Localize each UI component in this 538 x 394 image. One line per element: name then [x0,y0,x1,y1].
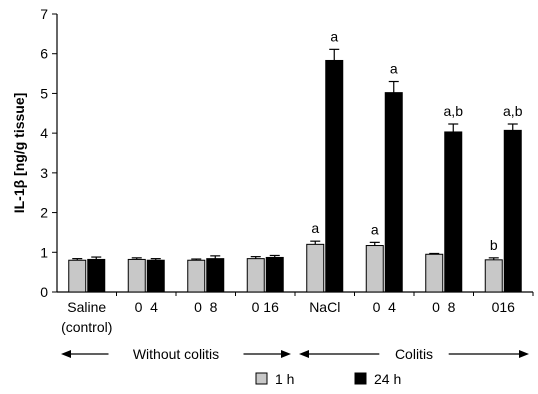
x-tick-label: Saline [67,299,106,315]
legend-swatch [255,372,268,385]
bar [68,259,87,293]
bar [503,129,522,293]
x-tick-label: 0 16 [252,299,279,315]
significance-label: a [311,220,319,236]
significance-label: a,b [444,103,464,119]
x-tick-label: 0 4 [135,299,159,315]
legend-label: 24 h [374,371,401,387]
group-label: Without colitis [133,346,219,362]
y-axis-label-group: IL-1β [ng/g tissue] [11,93,27,214]
legend-label: 1 h [275,371,294,387]
significance-label: a,b [503,103,523,119]
y-axis-label: IL-1β [ng/g tissue] [11,93,27,214]
x-tick-labels: Saline (control) 0 4 0 8 0 16 NaCl 0 4 0 8 016 [61,299,515,335]
left-arrowhead [299,350,309,358]
significance-label: a [390,61,398,77]
bar [306,243,325,293]
x-tick-label: 0 8 [194,299,218,315]
bar [425,253,444,293]
right-arrowhead [519,350,529,358]
bar [325,59,344,293]
y-tick-label: 2 [40,205,48,221]
x-tick-label: (control) [61,319,112,335]
bar [365,245,384,293]
group-brackets: Without colitis Colitis [61,346,529,362]
x-tick-label: NaCl [309,299,340,315]
y-tick-label: 3 [40,165,48,181]
y-tick-label: 5 [40,85,48,101]
y-tick-label: 1 [40,244,48,260]
x-tick-label: 0 4 [373,299,397,315]
bar [146,259,165,293]
x-tick-label: 016 [492,299,516,315]
significance-label: a [371,221,379,237]
bar [246,258,265,293]
y-tick-label: 7 [40,6,48,22]
group-label: Colitis [395,346,433,362]
bar [87,258,106,293]
bar [127,258,146,293]
legend: 1 h 24 h [255,371,401,387]
right-arrowhead [281,350,291,358]
legend-swatch [354,372,367,385]
bar [265,256,284,293]
x-tick-label: 0 8 [432,299,456,315]
bars: a a a a a,b b a,b [68,28,523,293]
y-tick-label: 6 [40,46,48,62]
y-tick-label: 0 [40,284,48,300]
bar [444,131,463,293]
bar [384,92,403,293]
significance-label: a [330,28,338,44]
bar [206,258,225,293]
bar [484,259,503,293]
significance-label: b [490,237,498,253]
left-arrowhead [61,350,71,358]
y-tick-label: 4 [40,125,48,141]
bar [187,259,206,293]
